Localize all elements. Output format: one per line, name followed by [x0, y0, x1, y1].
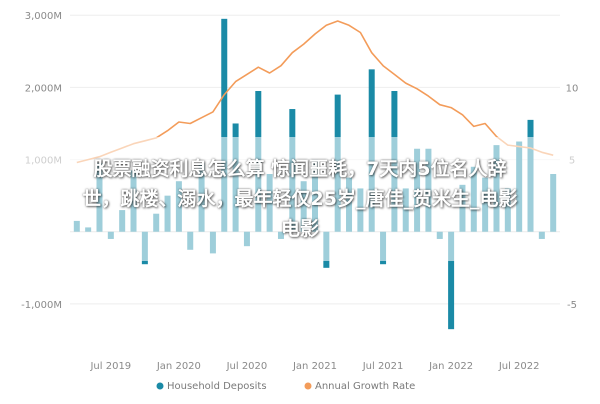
legend-marker-deposits: [156, 382, 164, 390]
deposit-bar: [459, 184, 466, 232]
deposit-bar: [221, 18, 228, 232]
deposit-bar: [527, 119, 534, 232]
deposit-bar: [436, 231, 443, 239]
left-tick-label: 3,000M: [25, 11, 62, 22]
deposit-bar: [448, 231, 455, 330]
deposit-bar: [334, 94, 341, 232]
deposit-bar: [85, 227, 92, 232]
right-tick-label: 10: [566, 83, 579, 94]
deposit-bar: [198, 163, 205, 232]
deposit-bar: [243, 231, 250, 247]
legend-marker-growth: [304, 382, 312, 390]
deposit-bar: [312, 159, 318, 232]
deposit-bar: [482, 177, 489, 232]
deposit-bar: [470, 166, 477, 232]
deposit-bar: [538, 231, 545, 239]
deposit-bar: [425, 148, 432, 232]
left-tick-label: 1,000M: [25, 156, 62, 167]
deposit-bar: [164, 195, 171, 232]
deposit-bar: [73, 220, 80, 232]
deposit-bar: [266, 174, 273, 232]
growth-rate-line: [76, 20, 554, 164]
deposit-bar: [550, 174, 557, 232]
deposit-bar: [346, 177, 353, 232]
x-tick-label: Jul 2021: [362, 361, 404, 372]
legend-label-deposits: Household Deposits: [167, 381, 267, 392]
deposit-bar: [414, 148, 421, 232]
growth-line: [76, 20, 554, 164]
right-tick-label: -5: [567, 300, 577, 311]
x-tick-label: Jan 2021: [292, 361, 337, 372]
deposit-bar: [493, 145, 500, 232]
left-tick-label: 2,000M: [25, 83, 62, 94]
right-tick-label: 5: [569, 156, 575, 167]
deposit-bar: [187, 231, 194, 250]
x-tick-label: Jul 2019: [89, 361, 131, 372]
deposit-bar: [232, 123, 239, 232]
deposit-bar: [289, 109, 296, 232]
deposit-bar: [153, 213, 160, 232]
legend: Household Deposits Annual Growth Rate: [156, 381, 415, 392]
deposit-bar: [130, 170, 137, 232]
legend-label-growth: Annual Growth Rate: [315, 381, 415, 392]
deposit-bar: [380, 231, 387, 265]
deposit-bar: [391, 91, 398, 232]
deposit-bar: [141, 231, 148, 265]
x-tick-label: Jan 2020: [156, 361, 201, 372]
deposit-bar: [255, 91, 262, 232]
deposit-bar: [323, 231, 330, 268]
x-tick-label: Jan 2022: [428, 361, 473, 372]
deposit-bars: [73, 18, 557, 330]
deposit-bar: [402, 188, 409, 232]
deposit-bar: [107, 231, 114, 239]
deposit-bar: [175, 181, 182, 232]
x-tick-label: Jul 2022: [498, 361, 540, 372]
deposit-bar: [209, 231, 216, 254]
deposit-bar: [277, 231, 284, 239]
deposit-bar: [516, 141, 523, 232]
x-tick-label: Jul 2020: [226, 361, 268, 372]
left-tick-label: -1,000M: [21, 300, 62, 311]
deposit-bar: [368, 69, 375, 232]
deposit-bar: [96, 163, 103, 232]
deposit-bar: [504, 188, 511, 232]
deposit-bar: [119, 210, 126, 232]
deposit-bar: [300, 181, 307, 232]
deposit-bar: [357, 188, 364, 232]
